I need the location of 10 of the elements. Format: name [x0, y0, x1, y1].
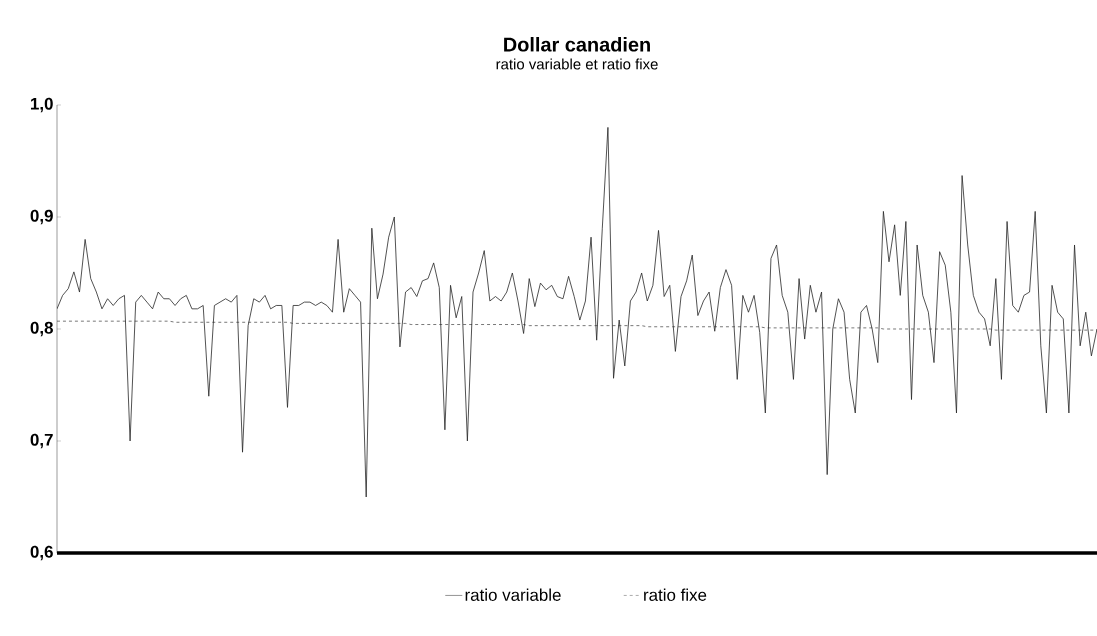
line-series — [57, 127, 1097, 498]
legend-label: ratio variable — [465, 588, 561, 601]
y-tick-label: 0,8 — [30, 321, 53, 337]
y-tick-label: 0,6 — [30, 545, 53, 561]
y-tick-label: 0,7 — [30, 433, 53, 449]
legend-label: ratio fixe — [644, 588, 707, 601]
chart-subtitle: ratio variable et ratio fixe — [496, 58, 658, 70]
y-tick-label: 1,0 — [31, 97, 53, 113]
chart-title: Dollar canadien — [504, 36, 650, 52]
y-tick-label: 0,9 — [30, 209, 53, 225]
